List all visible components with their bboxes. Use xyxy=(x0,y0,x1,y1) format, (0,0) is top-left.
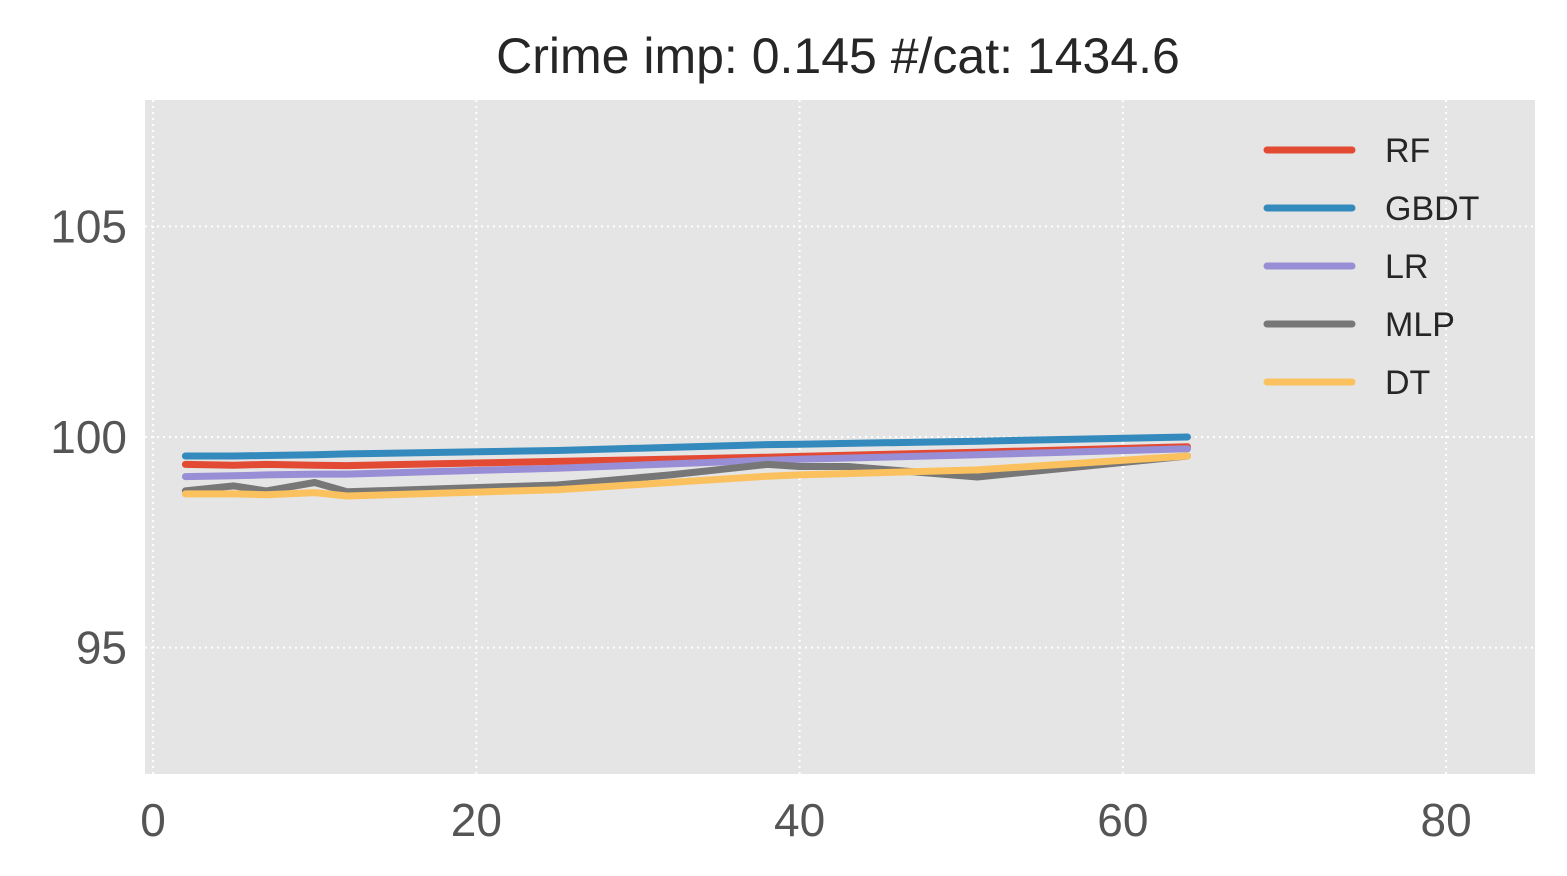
y-tick-label: 105 xyxy=(50,200,127,252)
x-tick-label: 20 xyxy=(451,794,502,846)
x-tick-label: 80 xyxy=(1421,794,1472,846)
y-tick-label: 95 xyxy=(76,622,127,674)
legend-label-gbdt: GBDT xyxy=(1385,190,1479,228)
series-lines xyxy=(181,433,1191,500)
series-line-mlp xyxy=(181,452,1191,496)
series-line-lr xyxy=(181,445,1191,481)
series-line-dt xyxy=(181,452,1191,500)
x-tick-label: 40 xyxy=(774,794,825,846)
y-tick-label: 100 xyxy=(50,411,127,463)
axis-ticks: 0 20 40 60 80 95 100 105 xyxy=(50,200,1471,846)
series-line-gbdt xyxy=(181,433,1191,460)
legend-label-mlp: MLP xyxy=(1385,306,1455,344)
legend-label-lr: LR xyxy=(1385,248,1428,286)
plot-area xyxy=(145,100,1535,774)
x-tick-label: 0 xyxy=(140,794,166,846)
legend-label-dt: DT xyxy=(1385,364,1430,402)
chart-title: Crime imp: 0.145 #/cat: 1434.6 xyxy=(496,28,1180,84)
legend: RF GBDT LR MLP DT xyxy=(1263,132,1479,402)
legend-label-rf: RF xyxy=(1385,132,1430,170)
x-tick-label: 60 xyxy=(1097,794,1148,846)
